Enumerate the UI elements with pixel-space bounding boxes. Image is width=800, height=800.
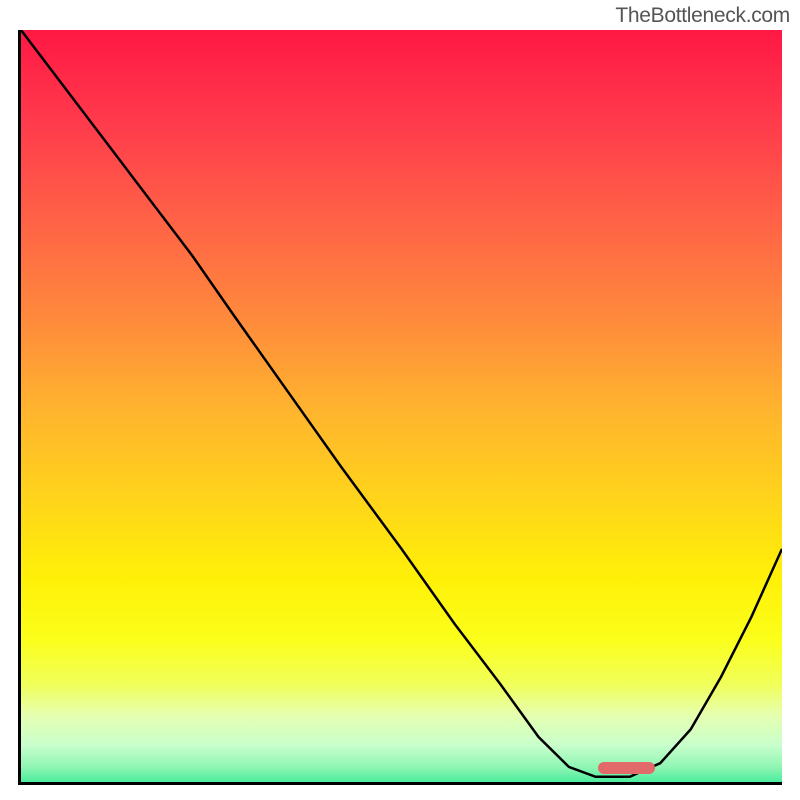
performance-curve [21, 30, 782, 782]
watermark-text: TheBottleneck.com [615, 4, 790, 28]
chart-container: TheBottleneck.com [0, 0, 800, 800]
chart-frame [18, 30, 782, 785]
optimal-marker [598, 762, 655, 774]
